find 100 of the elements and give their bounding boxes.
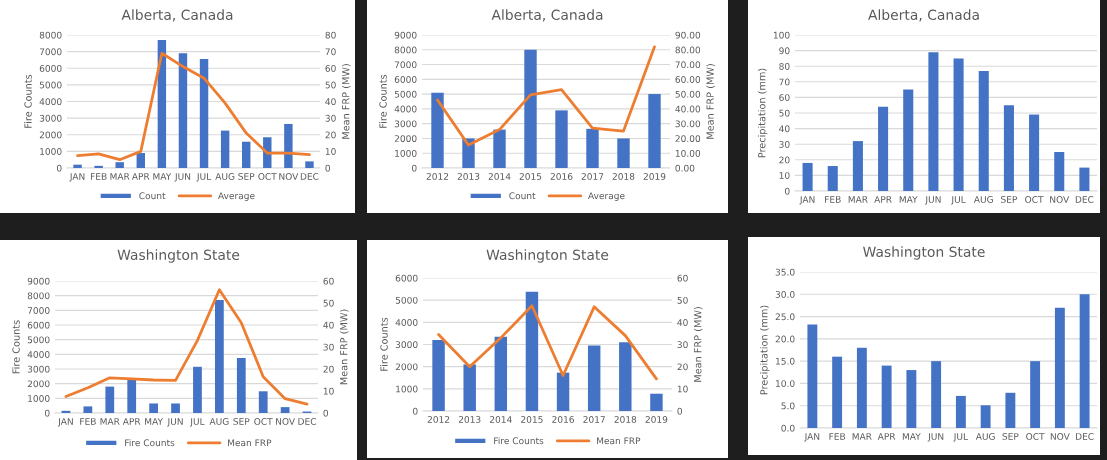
y-tick-label: 1000 (40, 148, 62, 155)
x-tick-label: SEP (1001, 196, 1018, 203)
y-tick-label: 5000 (394, 90, 417, 98)
legend-label: Count (509, 192, 536, 200)
y2-tick-label: 60.00 (675, 76, 701, 83)
y-tick-label: 7000 (39, 48, 62, 56)
x-tick-label: 2017 (583, 416, 605, 423)
x-tick-label: 2016 (552, 416, 574, 423)
bar (136, 153, 146, 168)
y2-tick-label: 0 (677, 407, 683, 415)
y-axis-title: Fire Counts (379, 74, 387, 128)
y-tick-label: 70 (779, 78, 790, 86)
bar (199, 59, 209, 168)
x-tick-label: 2014 (489, 416, 512, 423)
bar (832, 356, 843, 428)
x-tick-label: JAN (69, 173, 85, 182)
y2-tick-label: 0 (325, 164, 331, 172)
bar (587, 345, 601, 411)
y-tick-label: 25.0 (775, 313, 795, 321)
bar (650, 393, 663, 411)
y-tick-label: 8000 (394, 46, 417, 54)
line-series (64, 288, 309, 406)
y-tick-label: 20.0 (775, 335, 795, 343)
y-tick-label: 3000 (27, 365, 50, 373)
y-tick-label: 1000 (396, 385, 418, 393)
chart-title: Washington State (117, 249, 240, 263)
bar (978, 70, 989, 191)
y2-tick-label: 50 (325, 81, 336, 89)
y-tick-label: 4000 (39, 98, 62, 106)
y-tick-label: 0 (412, 407, 418, 415)
y-tick-label: 2000 (27, 380, 50, 388)
x-tick-label: AUG (975, 433, 995, 440)
x-tick-label: 2012 (426, 173, 449, 180)
x-tick-label: SEP (233, 418, 250, 425)
bar (1079, 294, 1090, 428)
line-series (76, 51, 311, 162)
y-tick-label: 5000 (395, 296, 418, 304)
x-tick-label: FEB (90, 173, 107, 180)
bar (431, 92, 444, 168)
x-tick-label: MAY (902, 433, 921, 440)
bar (73, 164, 82, 168)
legend-label: Fire Counts (494, 437, 544, 445)
bar (258, 391, 268, 413)
x-tick-label: APR (122, 418, 141, 425)
y-tick-label: 6000 (395, 274, 418, 282)
bar (807, 324, 818, 428)
y-axis-title: Precipitation (mm) (760, 305, 770, 395)
y-tick-label: 2000 (39, 131, 62, 139)
x-tick-label: NOV (279, 173, 299, 180)
y-tick-label: 0.0 (781, 424, 795, 432)
chart-title: Washington State (863, 246, 985, 260)
x-tick-label: JUL (196, 173, 212, 182)
bar (878, 106, 889, 191)
x-tick-label: NOV (1050, 433, 1070, 440)
x-tick-label: FEB (829, 433, 846, 440)
legend-label: Fire Counts (125, 439, 175, 447)
bar (284, 123, 293, 168)
legend-label: Count (139, 192, 166, 200)
bar (193, 366, 202, 413)
x-tick-label: NOV (1050, 196, 1070, 203)
bar (263, 137, 272, 168)
x-tick-label: SEP (1002, 433, 1019, 440)
legend-label: Mean FRP (228, 439, 272, 447)
y-tick-label: 3000 (394, 120, 417, 128)
y2-tick-label: 80 (325, 31, 336, 39)
legend-label: Average (218, 192, 255, 201)
y2-axis-title: Mean FRP (MW) (706, 64, 715, 139)
y2-tick-label: 60 (677, 274, 688, 282)
bar (1029, 114, 1040, 191)
bar (115, 162, 124, 168)
y-tick-label: 15.0 (776, 357, 795, 365)
bar (493, 129, 506, 168)
y2-tick-label: 40 (325, 98, 336, 106)
y-tick-label: 30 (779, 140, 790, 148)
bar (83, 406, 93, 413)
x-tick-label: JUL (189, 418, 205, 427)
y-tick-label: 7000 (394, 61, 417, 69)
y-tick-label: 5000 (27, 336, 50, 344)
bar (220, 130, 230, 168)
bar (105, 386, 115, 413)
y-tick-label: 8000 (27, 292, 50, 300)
bar (903, 89, 914, 191)
x-tick-label: AUG (209, 418, 229, 425)
x-tick-label: JUL (953, 433, 968, 442)
y-axis-title: Fire Counts (380, 317, 388, 371)
bar (555, 110, 568, 168)
x-tick-label: JUN (167, 418, 183, 427)
bar (525, 291, 539, 411)
y-tick-label: 4000 (395, 319, 418, 326)
bar (463, 364, 476, 411)
x-tick-label: FEB (825, 196, 841, 203)
y2-tick-label: 20 (323, 365, 334, 373)
y-tick-label: 9000 (394, 31, 417, 39)
y-tick-label: 4000 (27, 351, 50, 358)
bar (178, 53, 188, 168)
y-axis-title: Precipitation (mm) (757, 68, 768, 158)
bar (127, 380, 137, 413)
bar (432, 340, 445, 411)
x-tick-label: 2018 (612, 173, 635, 180)
y2-axis-title: Mean FRP (MW) (339, 309, 349, 385)
